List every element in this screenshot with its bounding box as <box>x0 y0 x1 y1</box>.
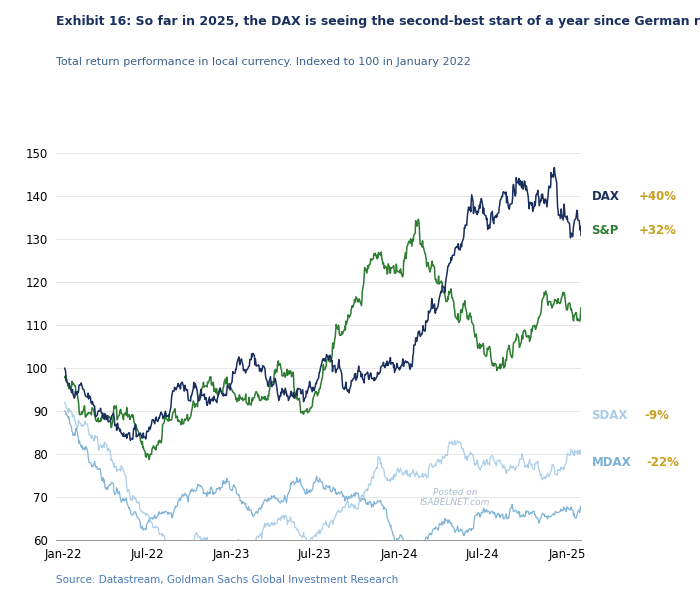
Text: Total return performance in local currency. Indexed to 100 in January 2022: Total return performance in local curren… <box>56 57 471 67</box>
Text: Source: Datastream, Goldman Sachs Global Investment Research: Source: Datastream, Goldman Sachs Global… <box>56 575 398 585</box>
Text: SDAX: SDAX <box>592 409 628 422</box>
Text: -22%: -22% <box>646 456 679 469</box>
Text: S&P: S&P <box>592 224 619 237</box>
Text: +40%: +40% <box>639 190 677 203</box>
Text: DAX: DAX <box>592 190 620 203</box>
Text: Exhibit 16: So far in 2025, the DAX is seeing the second-best start of a year si: Exhibit 16: So far in 2025, the DAX is s… <box>56 15 700 28</box>
Text: Posted on
ISABELNET.com: Posted on ISABELNET.com <box>420 488 490 507</box>
Text: MDAX: MDAX <box>592 456 631 469</box>
Text: +32%: +32% <box>639 224 677 237</box>
Text: -9%: -9% <box>645 409 670 422</box>
